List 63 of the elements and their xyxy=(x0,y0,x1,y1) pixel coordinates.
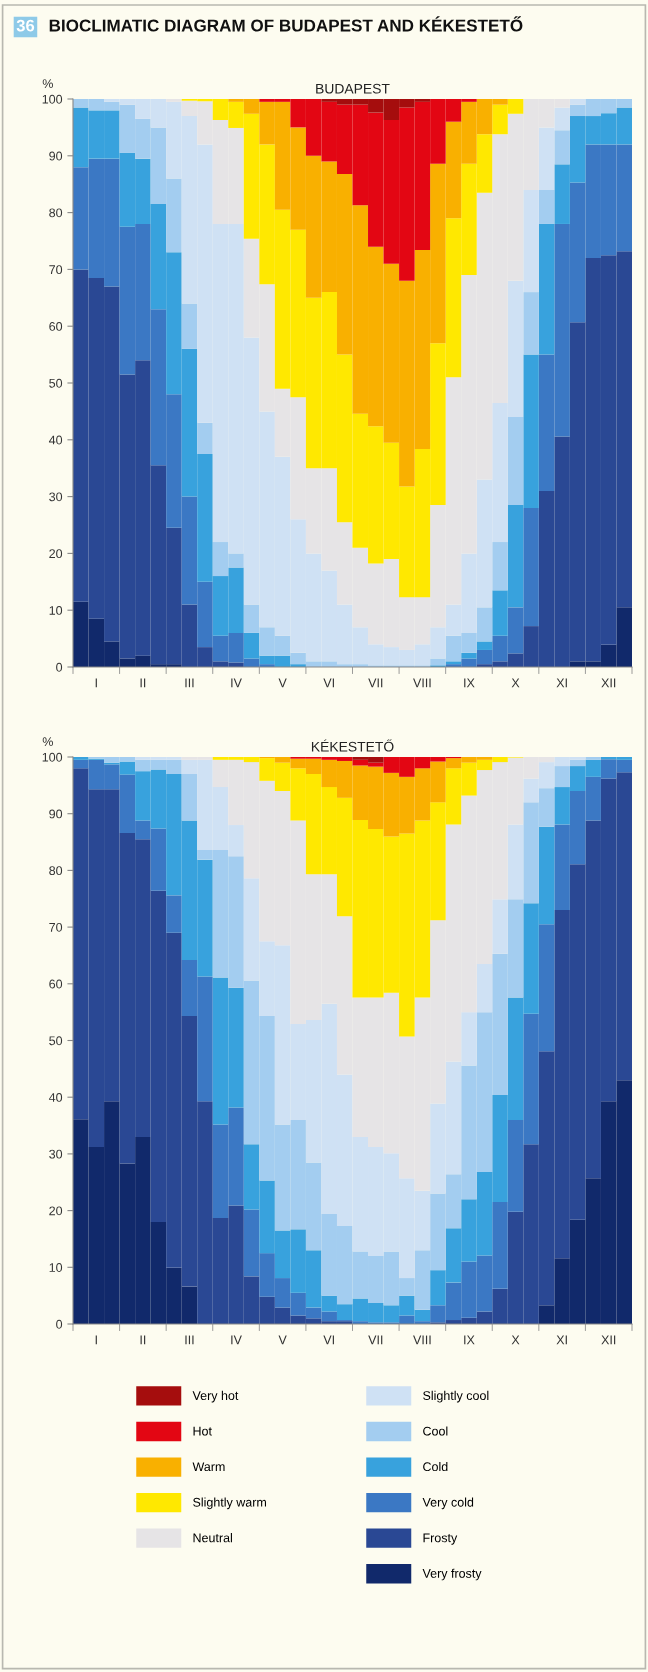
legend-label: Cool xyxy=(423,1426,448,1436)
y-tick-label: 0 xyxy=(56,1319,63,1329)
y-tick-label: 60 xyxy=(49,322,63,331)
y-tick-label: 80 xyxy=(49,208,63,218)
y-tick-label: 90 xyxy=(49,151,63,161)
x-tick-label: XII xyxy=(601,1335,616,1345)
y-tick-label: 50 xyxy=(49,1036,63,1046)
legend-label: Frosty xyxy=(423,1533,458,1545)
legend-label: Hot xyxy=(193,1426,212,1436)
y-tick-label: 100 xyxy=(42,94,63,104)
x-tick-label: VII xyxy=(368,678,383,688)
x-tick-label: III xyxy=(185,678,194,688)
x-tick-label: III xyxy=(185,1335,194,1345)
x-tick-label: IX xyxy=(464,678,475,688)
y-tick-label: 0 xyxy=(56,662,63,672)
x-tick-label: V xyxy=(278,678,287,688)
x-tick-label: XI xyxy=(556,1335,567,1345)
y-axis-title: % xyxy=(42,79,53,88)
legend-label: Cold xyxy=(423,1461,448,1472)
y-tick-label: 30 xyxy=(49,1149,63,1159)
x-tick-label: II xyxy=(140,678,146,688)
x-tick-label: XII xyxy=(601,678,616,688)
legend-label: Slightly warm xyxy=(193,1497,266,1510)
legend-label: Very cold xyxy=(422,1497,474,1510)
x-tick-label: VIII xyxy=(413,1335,431,1345)
x-tick-label: V xyxy=(278,1335,287,1345)
y-tick-label: 40 xyxy=(48,435,63,445)
x-tick-label: VI xyxy=(323,678,334,688)
chart-title: BUDAPEST xyxy=(316,83,390,94)
x-tick-label: X xyxy=(511,678,520,688)
y-tick-label: 50 xyxy=(49,378,63,388)
legend-label: Very hot xyxy=(192,1390,239,1403)
y-tick-label: 100 xyxy=(42,752,63,762)
legend-label: Very frosty xyxy=(422,1568,482,1581)
legend-label: Neutral xyxy=(193,1533,232,1543)
y-tick-label: 10 xyxy=(49,1263,63,1272)
x-tick-label: X xyxy=(511,1335,520,1345)
x-tick-label: IX xyxy=(464,1335,475,1345)
x-tick-label: I xyxy=(95,678,97,688)
x-tick-label: VI xyxy=(323,1335,334,1345)
y-tick-label: 40 xyxy=(48,1093,63,1102)
x-tick-label: VIII xyxy=(413,678,431,688)
y-tick-label: 20 xyxy=(49,1206,63,1216)
y-tick-label: 70 xyxy=(49,922,63,932)
x-tick-label: VII xyxy=(368,1335,383,1345)
y-tick-label: 30 xyxy=(49,492,63,502)
x-tick-label: IV xyxy=(231,1335,242,1345)
text: BIOCLIMATIC DIAGRAM OF BUDAPEST AND KÉKESTETŐ xyxy=(49,16,523,32)
x-tick-label: II xyxy=(140,1335,146,1345)
y-tick-label: 80 xyxy=(49,866,63,876)
text: 36 xyxy=(16,19,35,32)
y-tick-label: 90 xyxy=(49,809,63,819)
legend-label: Slightly cool xyxy=(423,1390,489,1403)
x-tick-label: XI xyxy=(556,678,567,688)
y-axis-title: % xyxy=(42,737,53,746)
y-tick-label: 20 xyxy=(49,549,63,559)
chart-title: KÉKESTETŐ xyxy=(311,739,394,752)
legend-label: Warm xyxy=(192,1462,225,1472)
y-tick-label: 70 xyxy=(49,265,63,275)
y-tick-label: 60 xyxy=(49,979,63,989)
x-tick-label: I xyxy=(95,1335,97,1345)
x-tick-label: IV xyxy=(231,678,242,688)
y-tick-label: 10 xyxy=(49,606,63,615)
